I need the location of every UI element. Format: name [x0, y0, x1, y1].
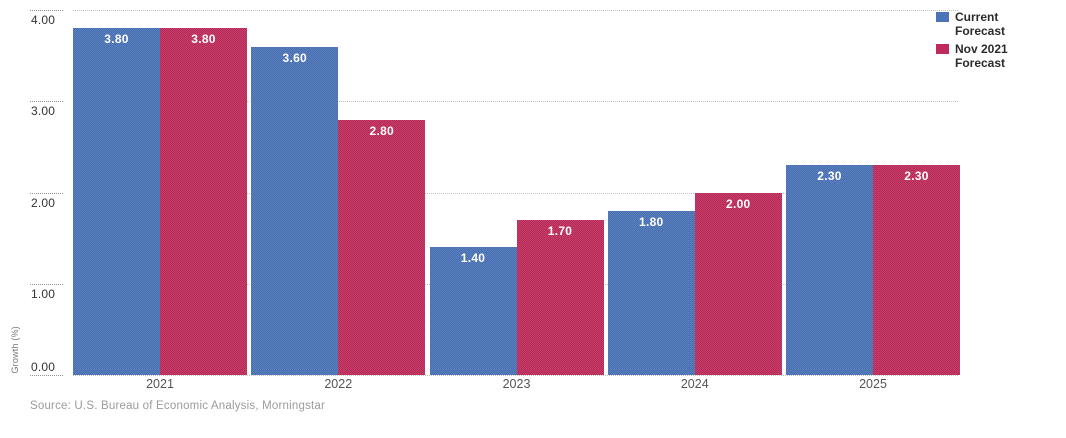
- bar-nov-2021-forecast-2021: 3.80: [160, 28, 247, 375]
- bar-current-forecast-2024: 1.80: [607, 210, 695, 375]
- bar-nov-2021-forecast-2024: 2.00: [694, 192, 782, 375]
- gridline-0.00: [73, 375, 958, 376]
- bar-value-label: 2.80: [369, 123, 395, 138]
- bar-nov-2021-forecast-2022: 2.80: [338, 119, 426, 375]
- x-axis-label-2025: 2025: [859, 377, 887, 391]
- legend-label: Current Forecast: [955, 10, 1006, 38]
- legend-label: Nov 2021 Forecast: [955, 42, 1008, 70]
- y-axis-tick: [30, 101, 63, 103]
- bar-current-forecast-2021: 3.80: [73, 28, 160, 375]
- bar-nov-2021-forecast-2023: 1.70: [516, 219, 604, 375]
- bar-value-label: 3.60: [282, 50, 308, 65]
- y-axis-tick-label: 0.00: [31, 360, 56, 374]
- y-axis-tick: [30, 192, 63, 194]
- bar-value-label: 2.30: [904, 169, 929, 184]
- legend-item-nov-2021-forecast: Nov 2021 Forecast: [936, 42, 1021, 70]
- legend-swatch-icon: [936, 44, 949, 54]
- bar-group-2023: 1.40 1.70: [429, 0, 604, 375]
- bar-value-label: 3.80: [191, 32, 216, 47]
- bar-nov-2021-forecast-2025: 2.30: [873, 165, 960, 375]
- x-axis-label-2022: 2022: [324, 377, 353, 391]
- y-axis-tick-label: 4.00: [31, 13, 56, 27]
- y-axis-tick: [30, 375, 63, 376]
- plot-area: 3.80 3.80 3.60 2.80 1.40 1.70 1.80 2.00 2.30 2.30: [73, 0, 960, 375]
- bar-current-forecast-2025: 2.30: [786, 165, 873, 375]
- x-axis-labels: 2021 2022 2023 2024 2025: [73, 377, 960, 391]
- bar-current-forecast-2022: 3.60: [251, 46, 339, 375]
- source-note: Source: U.S. Bureau of Economic Analysis…: [30, 400, 326, 412]
- gridline-2.00: [73, 192, 958, 194]
- legend: Current Forecast Nov 2021 Forecast: [936, 10, 1021, 74]
- x-axis-label-2023: 2023: [502, 377, 531, 391]
- bar-value-label: 2.30: [817, 169, 842, 184]
- y-axis-tick-label: 2.00: [31, 195, 56, 210]
- y-axis-tick: [30, 10, 63, 11]
- bar-value-label: 1.70: [547, 223, 573, 238]
- bar-value-label: 1.80: [638, 214, 664, 229]
- bar-current-forecast-2023: 1.40: [429, 247, 517, 375]
- gridline-3.00: [73, 101, 958, 103]
- gridline-4.00: [73, 10, 958, 11]
- bar-group-2022: 3.60 2.80: [251, 0, 426, 375]
- y-axis-title: Growth (%): [10, 326, 20, 374]
- legend-swatch-icon: [936, 12, 949, 22]
- x-axis-label-2021: 2021: [146, 377, 174, 391]
- bar-group-2021: 3.80 3.80: [73, 0, 247, 375]
- y-axis-tick-label: 1.00: [31, 286, 56, 301]
- bar-value-label: 1.40: [460, 251, 486, 266]
- bar-groups: 3.80 3.80 3.60 2.80 1.40 1.70 1.80 2.00 2.30 2.30: [73, 0, 960, 375]
- legend-item-current-forecast: Current Forecast: [936, 10, 1021, 38]
- bar-value-label: 2.00: [725, 196, 751, 211]
- bar-value-label: 3.80: [104, 32, 129, 47]
- y-axis-tick-label: 3.00: [31, 104, 56, 119]
- x-axis-label-2024: 2024: [680, 377, 709, 391]
- y-axis-tick: [30, 283, 63, 285]
- bar-group-2024: 1.80 2.00: [607, 0, 782, 375]
- bar-group-2025: 2.30 2.30: [786, 0, 960, 375]
